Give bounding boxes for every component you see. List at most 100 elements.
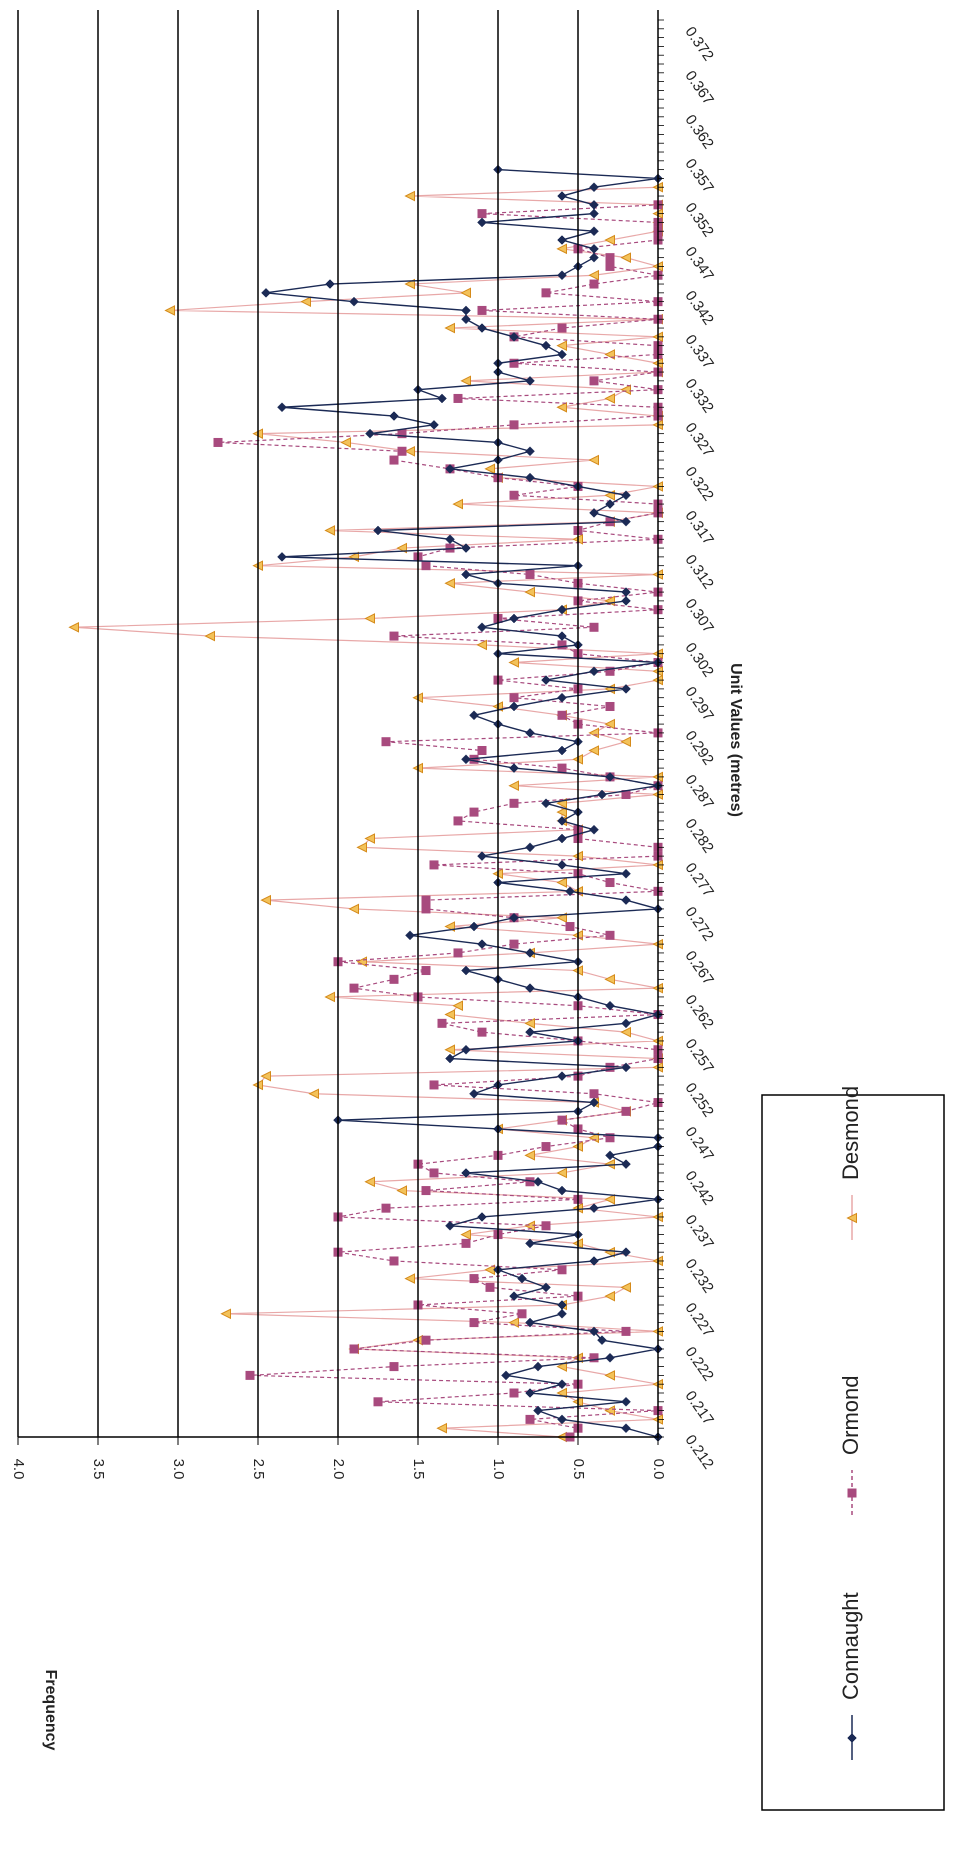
data-point-connaught bbox=[557, 1185, 567, 1196]
data-point-ormond bbox=[421, 904, 431, 914]
data-point-desmond bbox=[460, 375, 471, 387]
data-point-ormond bbox=[605, 701, 615, 711]
data-point-desmond bbox=[604, 234, 615, 246]
data-point-connaught bbox=[477, 323, 487, 333]
data-point-connaught bbox=[621, 1159, 631, 1170]
data-point-ormond bbox=[429, 1168, 439, 1178]
data-point-connaught bbox=[605, 1150, 615, 1161]
data-point-ormond bbox=[477, 209, 487, 219]
data-point-connaught bbox=[557, 833, 567, 844]
data-point-desmond bbox=[324, 525, 335, 536]
x-tick-label: 0.272 bbox=[681, 904, 716, 945]
data-point-desmond bbox=[324, 991, 335, 1003]
data-point-connaught bbox=[461, 314, 471, 325]
data-point-connaught bbox=[525, 842, 535, 853]
data-point-desmond bbox=[620, 252, 631, 263]
data-point-ormond bbox=[421, 561, 431, 571]
data-point-connaught bbox=[621, 684, 631, 694]
data-point-desmond bbox=[444, 921, 455, 932]
data-point-connaught bbox=[525, 728, 535, 738]
data-point-ormond bbox=[421, 1186, 431, 1196]
x-tick-label: 0.372 bbox=[681, 24, 716, 65]
y-tick-label: 3.0 bbox=[170, 1459, 187, 1480]
data-point-ormond bbox=[621, 1106, 631, 1116]
y-tick-label: 2.0 bbox=[330, 1459, 347, 1480]
x-tick-label: 0.252 bbox=[681, 1080, 716, 1121]
data-point-connaught bbox=[525, 1388, 535, 1398]
data-point-desmond bbox=[164, 305, 175, 316]
data-point-connaught bbox=[557, 191, 567, 201]
data-point-connaught bbox=[461, 1168, 471, 1178]
data-point-connaught bbox=[525, 1238, 535, 1249]
x-tick-label: 0.242 bbox=[681, 1168, 716, 1209]
x-tick-label: 0.262 bbox=[681, 992, 716, 1033]
data-point-desmond bbox=[556, 340, 567, 351]
data-point-desmond bbox=[604, 1194, 615, 1205]
data-point-ormond bbox=[445, 543, 455, 553]
data-point-connaught bbox=[461, 305, 471, 316]
data-point-ormond bbox=[429, 860, 439, 870]
data-point-connaught bbox=[533, 1361, 543, 1372]
data-point-desmond bbox=[364, 1176, 375, 1188]
data-point-ormond bbox=[453, 816, 463, 826]
data-point-connaught bbox=[445, 1220, 455, 1231]
data-point-desmond bbox=[484, 463, 495, 475]
data-point-desmond bbox=[444, 1009, 455, 1020]
x-tick-label: 0.222 bbox=[681, 1344, 716, 1385]
x-tick-label: 0.362 bbox=[681, 112, 716, 153]
data-point-desmond bbox=[436, 1422, 447, 1434]
data-point-connaught bbox=[621, 895, 631, 905]
data-point-desmond bbox=[524, 1018, 535, 1029]
data-point-connaught bbox=[557, 1379, 567, 1390]
data-point-desmond bbox=[460, 1229, 471, 1240]
data-point-connaught bbox=[461, 569, 471, 580]
data-point-desmond bbox=[404, 1273, 415, 1284]
data-point-ormond bbox=[349, 1344, 359, 1354]
data-point-desmond bbox=[524, 586, 535, 598]
data-point-connaught bbox=[541, 675, 551, 685]
data-point-connaught bbox=[589, 182, 599, 193]
data-point-connaught bbox=[509, 613, 519, 624]
y-tick-label: 1.5 bbox=[410, 1459, 427, 1480]
data-point-desmond bbox=[588, 727, 599, 739]
data-point-desmond bbox=[452, 498, 463, 510]
data-point-desmond bbox=[404, 190, 415, 202]
data-point-connaught bbox=[557, 1414, 567, 1425]
data-point-connaught bbox=[517, 1273, 527, 1284]
data-point-connaught bbox=[621, 516, 631, 527]
data-point-connaught bbox=[621, 1018, 631, 1029]
data-point-connaught bbox=[541, 798, 551, 809]
data-point-ormond bbox=[605, 253, 615, 263]
data-point-connaught bbox=[437, 393, 447, 404]
data-point-desmond bbox=[588, 269, 599, 281]
x-tick-label: 0.287 bbox=[681, 772, 716, 813]
data-point-desmond bbox=[404, 445, 415, 457]
data-point-connaught bbox=[589, 824, 599, 835]
data-point-desmond bbox=[444, 1044, 455, 1056]
data-point-connaught bbox=[461, 754, 471, 765]
data-point-desmond bbox=[404, 278, 415, 290]
x-tick-label: 0.227 bbox=[681, 1300, 716, 1341]
data-point-desmond bbox=[604, 393, 615, 404]
x-tick-label: 0.267 bbox=[681, 948, 716, 989]
x-tick-label: 0.282 bbox=[681, 816, 716, 857]
x-tick-label: 0.292 bbox=[681, 728, 716, 769]
data-point-connaught bbox=[605, 1352, 615, 1363]
data-point-ormond bbox=[397, 446, 407, 456]
y-tick-label: 3.5 bbox=[90, 1459, 107, 1480]
x-tick-label: 0.212 bbox=[681, 1432, 716, 1473]
data-point-ormond bbox=[557, 1265, 567, 1275]
data-point-ormond bbox=[541, 288, 551, 298]
data-point-connaught bbox=[509, 912, 519, 923]
data-point-ormond bbox=[381, 1203, 391, 1213]
data-point-ormond bbox=[605, 666, 615, 676]
data-point-desmond bbox=[620, 384, 631, 395]
data-point-connaught bbox=[589, 508, 599, 518]
data-point-desmond bbox=[460, 287, 471, 299]
data-point-desmond bbox=[556, 806, 567, 818]
data-point-ormond bbox=[373, 1397, 383, 1407]
data-point-connaught bbox=[277, 552, 287, 562]
x-tick-label: 0.337 bbox=[681, 332, 716, 373]
data-point-ormond bbox=[557, 640, 567, 650]
data-point-connaught bbox=[349, 296, 359, 307]
